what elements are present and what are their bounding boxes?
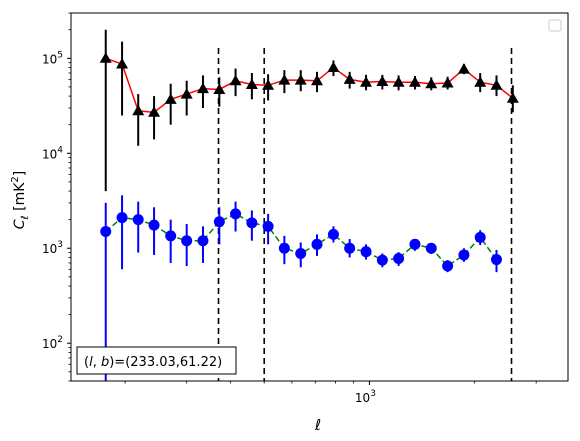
data-point [148,106,161,117]
x-tick-label: 103 [355,389,376,405]
data-point [408,76,421,87]
data-point [376,75,389,86]
data-point [311,238,323,250]
data-point [262,79,275,90]
data-point [344,242,356,254]
data-point [245,78,258,89]
y-tick-label: 105 [42,50,63,66]
data-point [457,63,470,74]
data-point [180,88,193,99]
series-1 [100,195,502,381]
data-point [458,249,470,261]
data-point [213,216,225,228]
data-point [392,76,405,87]
data-point [376,254,388,266]
series-0 [99,29,519,192]
annotation-text: (l, b)=(233.03,61.22) [84,355,222,370]
annotation-box: (l, b)=(233.03,61.22) [76,346,237,375]
data-point [490,79,503,90]
data-point [213,83,226,94]
legend-box [548,19,562,32]
data-point [230,208,242,220]
data-point [116,58,129,69]
y-axis-label: Cℓ [mK2] [10,171,31,230]
x-axis-label: ℓ [314,416,321,434]
data-point [132,214,144,226]
data-point [441,76,454,88]
data-point [327,61,340,73]
y-tick-label: 102 [42,335,63,351]
data-point [165,230,177,242]
data-point [425,242,437,254]
data-point [278,242,290,254]
data-point [360,76,373,87]
data-point [278,74,291,85]
data-point [442,260,454,272]
data-point [295,248,307,260]
data-point [425,77,438,89]
data-point [164,93,177,104]
data-point [100,226,112,238]
data-point [116,212,128,224]
y-tick-label: 104 [42,145,63,161]
data-point [490,254,502,266]
data-point [360,246,372,258]
data-point [246,217,258,229]
data-point [181,235,193,247]
data-point [474,231,486,243]
data-point [99,52,112,63]
data-point [294,74,307,85]
data-point [506,92,519,103]
data-point [393,252,405,264]
data-point [229,74,242,86]
plot-area-frame [70,12,569,382]
data-point [474,76,487,87]
data-point [148,219,160,231]
data-point [409,238,421,250]
data-point [197,235,209,247]
series-layer [99,29,519,381]
data-point [196,82,209,94]
axes-ticks: 102 103 104 105 103 [42,12,537,405]
data-point [132,104,145,116]
data-point [311,74,324,86]
y-tick-label: 103 [42,240,63,256]
data-point [327,228,339,240]
data-point [262,220,274,232]
data-point [343,73,356,84]
